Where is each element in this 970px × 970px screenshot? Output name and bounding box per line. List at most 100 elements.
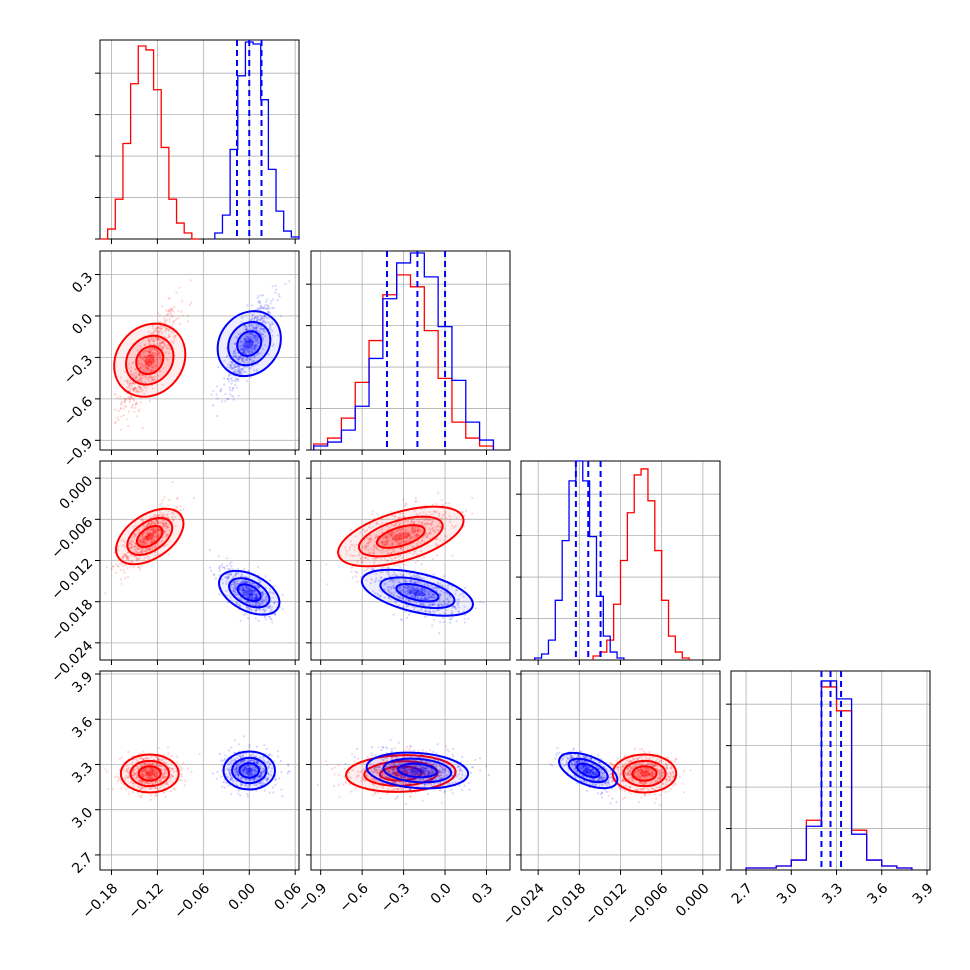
sample-point <box>144 363 147 366</box>
sample-point <box>158 344 162 347</box>
sample-point <box>245 379 248 383</box>
sample-point <box>140 358 143 362</box>
sample-point <box>371 510 374 513</box>
sample-point <box>135 401 138 404</box>
sample-point <box>104 592 107 595</box>
sample-point <box>150 348 153 352</box>
sample-point <box>403 504 407 507</box>
sample-point <box>139 366 142 370</box>
sample-point <box>158 325 161 328</box>
sample-point <box>114 393 117 396</box>
sample-point <box>136 379 139 383</box>
sample-point <box>144 377 147 380</box>
sample-point <box>397 564 400 567</box>
panel-2-0 <box>95 460 300 665</box>
sample-point <box>143 364 146 367</box>
sample-point <box>158 370 161 373</box>
sample-point <box>644 793 647 796</box>
sample-point <box>157 338 160 341</box>
sample-point <box>184 780 187 783</box>
sample-point <box>276 298 279 302</box>
sample-point <box>160 327 163 330</box>
sample-point <box>145 389 148 392</box>
sample-point <box>157 312 160 315</box>
sample-point <box>220 400 223 403</box>
sample-point <box>149 339 152 342</box>
sample-point <box>154 328 157 331</box>
sample-point <box>141 388 145 391</box>
density-contour <box>639 770 650 777</box>
sample-point <box>152 379 155 382</box>
sample-point <box>133 410 136 413</box>
sample-point <box>163 342 166 345</box>
sample-point <box>165 347 168 350</box>
sample-point <box>135 370 138 373</box>
sample-point <box>350 790 353 793</box>
sample-point <box>161 383 164 386</box>
sample-point <box>158 327 161 330</box>
sample-point <box>180 779 183 782</box>
sample-point <box>160 331 163 335</box>
sample-point <box>148 351 151 354</box>
sample-point <box>128 390 131 393</box>
sample-point <box>124 405 128 408</box>
sample-point <box>170 754 173 758</box>
sample-point <box>146 367 149 370</box>
sample-point <box>234 377 237 380</box>
sample-point <box>122 568 125 572</box>
sample-point <box>151 365 154 368</box>
sample-point <box>128 384 131 387</box>
sample-point <box>674 782 677 785</box>
sample-point <box>141 364 144 367</box>
sample-point <box>429 749 432 752</box>
sample-point <box>132 389 135 392</box>
sample-point <box>223 383 226 386</box>
panel-frame <box>99 39 300 240</box>
sample-point <box>156 358 159 361</box>
sample-point <box>279 315 282 318</box>
sample-point <box>119 406 122 410</box>
sample-point <box>673 760 676 763</box>
sample-point <box>134 375 138 378</box>
sample-point <box>144 370 147 373</box>
sample-point <box>151 358 154 362</box>
sample-point <box>672 784 675 787</box>
sample-point <box>152 339 155 342</box>
sample-point <box>655 797 658 800</box>
sample-point <box>150 369 153 372</box>
sample-point <box>642 750 646 753</box>
sample-point <box>156 326 159 330</box>
sample-point <box>150 354 153 357</box>
sample-point <box>269 302 272 305</box>
sample-point <box>132 373 135 376</box>
sample-point <box>134 367 137 370</box>
sample-point <box>152 378 155 381</box>
sample-point <box>130 395 133 398</box>
sample-point <box>179 508 182 511</box>
sample-point <box>138 357 141 360</box>
sample-point <box>149 350 153 353</box>
sample-point <box>120 400 123 403</box>
sample-point <box>182 762 185 765</box>
sample-point <box>216 414 219 418</box>
sample-point <box>190 301 193 304</box>
sample-point <box>115 563 118 566</box>
sample-point <box>170 309 173 312</box>
sample-point <box>379 797 382 800</box>
sample-point <box>212 404 215 407</box>
sample-point <box>148 375 151 378</box>
sample-point <box>153 360 156 363</box>
sample-point <box>148 359 151 362</box>
sample-point <box>140 380 143 383</box>
sample-point <box>153 336 156 340</box>
sample-point <box>160 341 163 344</box>
sample-point <box>133 406 137 409</box>
sample-point <box>149 353 152 356</box>
sample-point <box>217 366 220 369</box>
sample-point <box>179 323 182 326</box>
panel-frame <box>730 670 931 871</box>
sample-point <box>149 354 152 357</box>
sample-point <box>164 309 167 312</box>
sample-point <box>153 348 156 351</box>
panel-2-1 <box>306 460 511 665</box>
